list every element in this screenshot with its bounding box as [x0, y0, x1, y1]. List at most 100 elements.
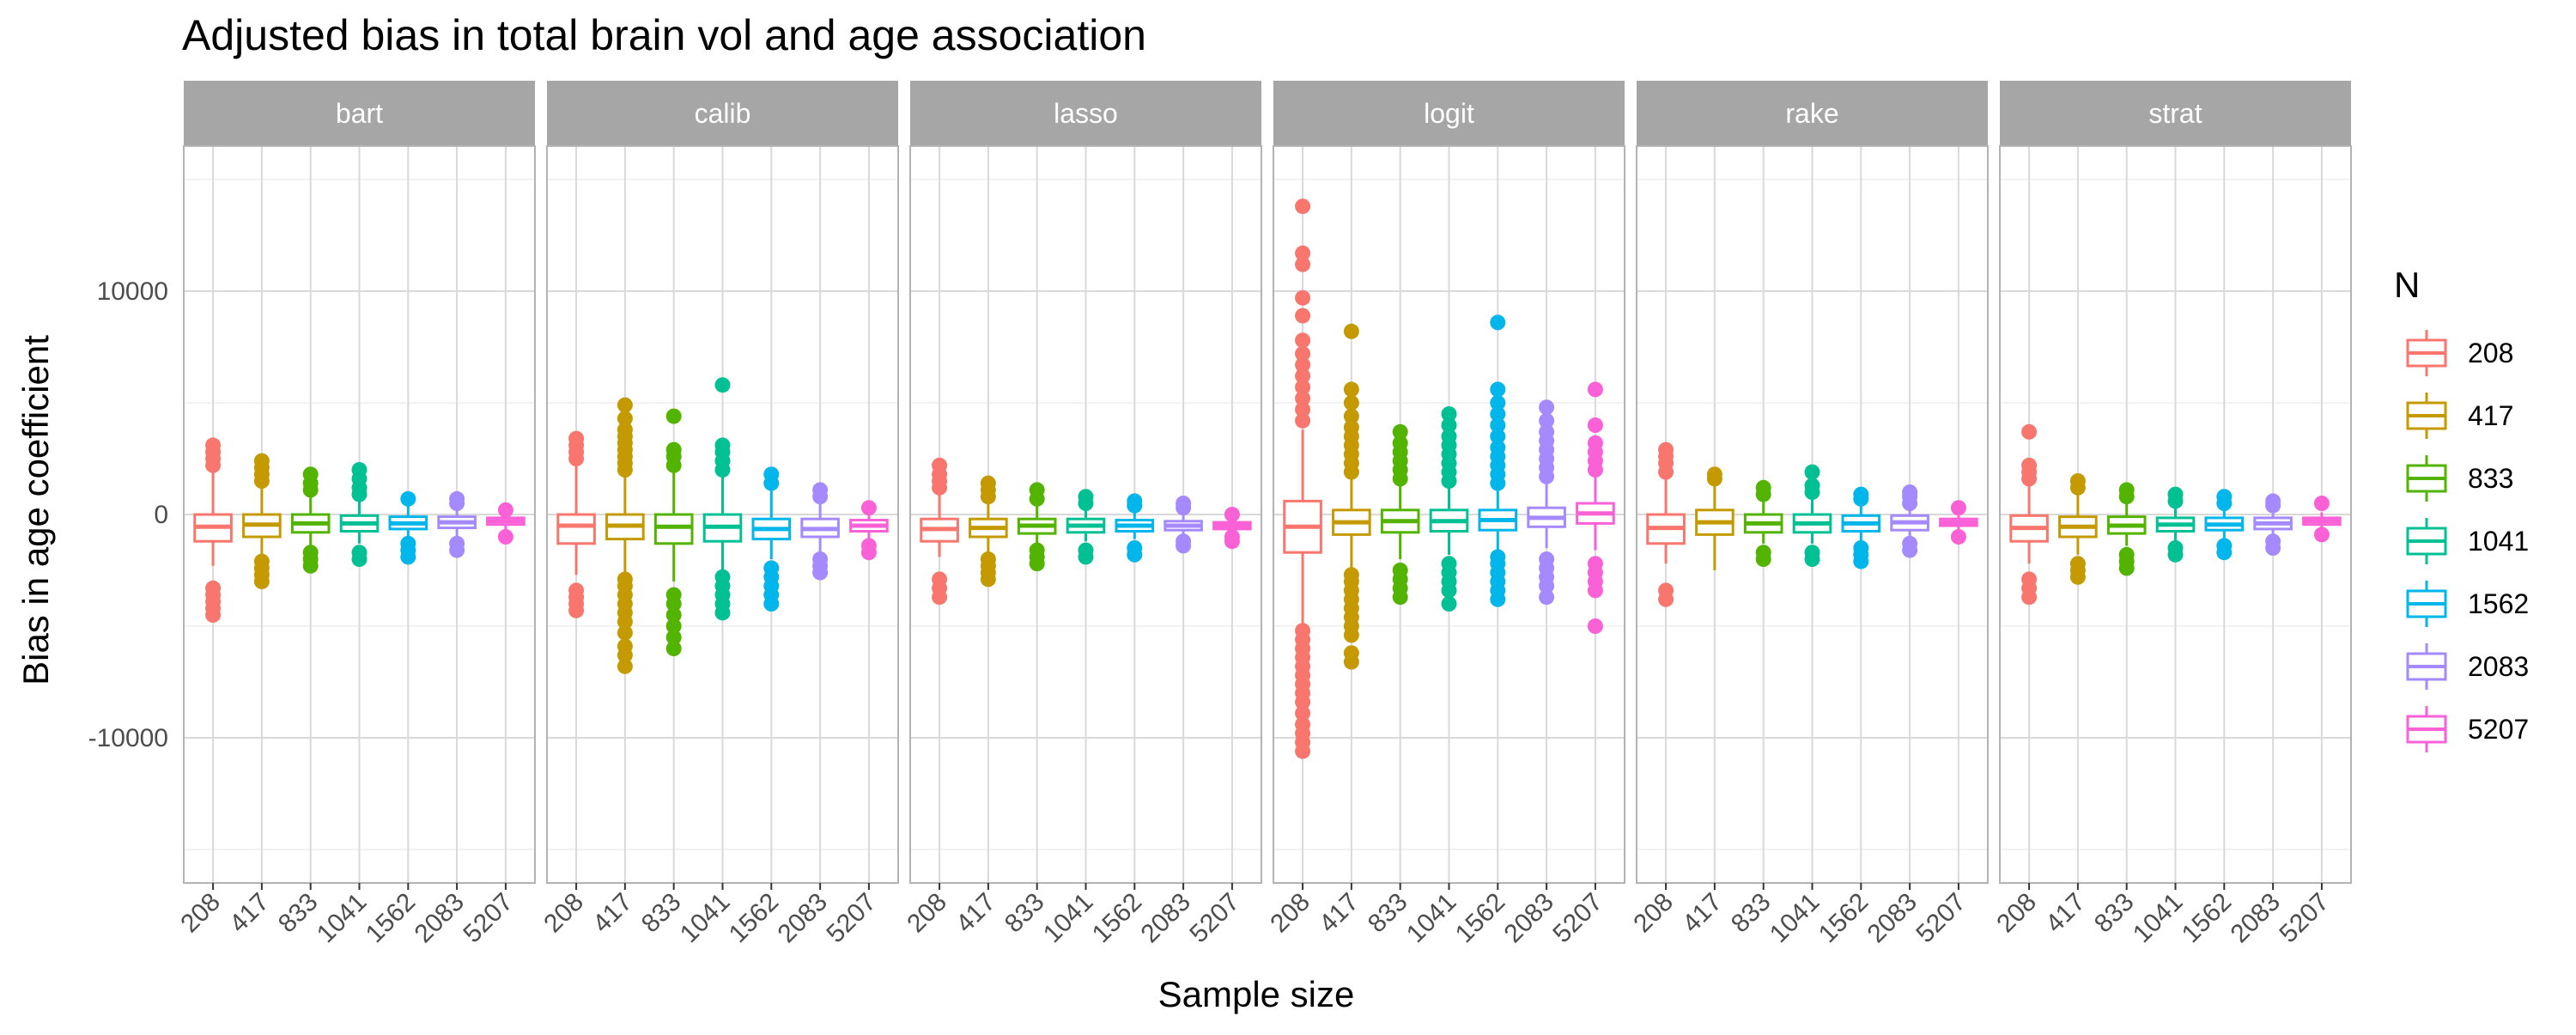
box-iqr: [556, 513, 596, 545]
box-bart-2083: [437, 490, 477, 558]
legend-item-208: 208: [2406, 330, 2513, 376]
outlier-point: [1295, 412, 1311, 429]
outlier-point: [1224, 507, 1240, 522]
x-tick-label: 417: [1314, 888, 1364, 939]
legend-label: 1041: [2468, 526, 2529, 557]
outlier-point: [1490, 395, 1506, 411]
box-iqr: [653, 513, 694, 545]
outlier-point: [1853, 540, 1869, 556]
box-strat-1562: [2204, 489, 2245, 561]
outlier-point: [665, 587, 682, 603]
outlier-point: [1343, 567, 1359, 583]
box-calib-1041: [702, 377, 743, 621]
x-axis-label: Sample size: [1158, 974, 1355, 1014]
x-tick-label: 2083: [1862, 888, 1923, 949]
x-tick-label: 5207: [1547, 888, 1608, 949]
y-tick-label: 10000: [97, 277, 168, 306]
box-rake-5207: [1939, 500, 1978, 545]
facet-strip-label: logit: [1424, 98, 1474, 129]
x-tick-label: 208: [1991, 888, 2042, 939]
outlier-point: [617, 571, 633, 588]
x-tick-label: 1562: [724, 888, 785, 949]
outlier-point: [1127, 540, 1143, 556]
x-tick-label: 5207: [1911, 888, 1971, 949]
outlier-point: [1343, 323, 1359, 339]
outlier-point: [1902, 484, 1918, 500]
y-tick-label: -10000: [88, 724, 168, 752]
outlier-point: [351, 462, 368, 478]
box-strat-833: [2106, 482, 2147, 576]
box-calib-1562: [751, 466, 792, 612]
outlier-point: [400, 490, 416, 507]
outlier-point: [932, 571, 948, 588]
outlier-point: [763, 560, 780, 576]
outlier-point: [617, 638, 633, 654]
outlier-point: [617, 658, 633, 674]
box-lasso-1562: [1115, 493, 1155, 563]
outlier-point: [1343, 395, 1359, 411]
x-tick-label: 1562: [1814, 888, 1874, 949]
facet-strip-label: strat: [2148, 98, 2202, 129]
box-bart-833: [290, 466, 331, 574]
outlier-point: [1587, 435, 1603, 451]
outlier-point: [1539, 551, 1555, 567]
x-tick-label: 208: [1628, 888, 1679, 939]
x-tick-label: 417: [2040, 888, 2091, 939]
outlier-point: [2118, 546, 2135, 563]
box-bart-208: [193, 437, 233, 623]
box-logit-1562: [1478, 314, 1518, 607]
outlier-point: [1295, 390, 1311, 406]
outlier-point: [1295, 356, 1311, 373]
outlier-point: [253, 453, 270, 469]
outlier-point: [1392, 423, 1408, 440]
x-tick-label: 208: [902, 888, 952, 939]
outlier-point: [1539, 412, 1555, 429]
outlier-point: [205, 437, 222, 454]
outlier-point: [253, 553, 270, 569]
outlier-point: [1490, 549, 1506, 565]
x-tick-label: 208: [1265, 888, 1315, 939]
outlier-point: [1804, 545, 1820, 561]
outlier-point: [1078, 542, 1094, 558]
box-lasso-833: [1017, 482, 1057, 572]
outlier-point: [617, 397, 633, 413]
box-bart-1041: [339, 462, 380, 567]
outlier-point: [1755, 545, 1771, 561]
outlier-point: [2021, 423, 2038, 440]
box-lasso-417: [969, 475, 1008, 588]
legend-label: 833: [2468, 463, 2513, 494]
facet-panels: -10000010000bart208417833104115622083520…: [88, 81, 2352, 949]
outlier-point: [2265, 533, 2281, 550]
legend-label: 5207: [2468, 714, 2529, 745]
outlier-point: [665, 618, 682, 634]
outlier-point: [302, 545, 319, 561]
outlier-point: [2118, 482, 2135, 498]
outlier-point: [205, 580, 222, 596]
box-bart-417: [242, 453, 282, 589]
outlier-point: [2216, 538, 2233, 554]
box-strat-417: [2058, 473, 2098, 585]
outlier-point: [1343, 419, 1359, 435]
outlier-point: [1587, 417, 1603, 433]
box-logit-417: [1332, 323, 1371, 670]
outlier-point: [1539, 589, 1555, 606]
legend-label: 2083: [2468, 651, 2529, 682]
facet-strip-label: calib: [695, 98, 751, 129]
outlier-point: [665, 641, 682, 656]
x-tick-label: 5207: [458, 888, 519, 949]
outlier-point: [1295, 307, 1311, 324]
x-tick-label: 5207: [1184, 888, 1245, 949]
facet-strip: [910, 81, 1261, 146]
outlier-point: [2021, 457, 2038, 473]
outlier-point: [763, 466, 780, 483]
box-strat-2083: [2253, 493, 2293, 556]
legend-label: 417: [2468, 400, 2513, 431]
outlier-point: [1490, 440, 1506, 455]
x-tick-label: 5207: [821, 888, 882, 949]
outlier-point: [351, 545, 368, 561]
